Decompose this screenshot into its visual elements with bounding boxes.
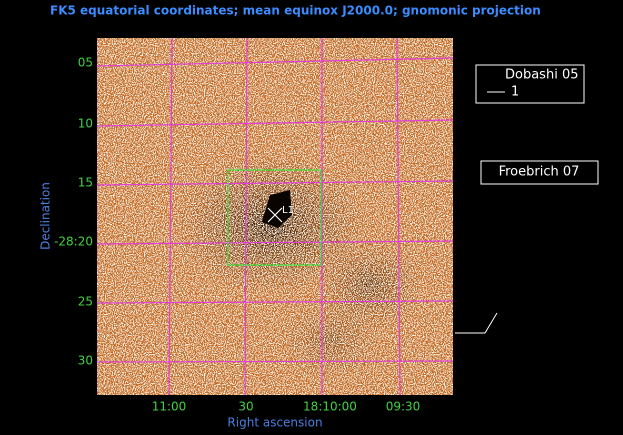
legend-frame <box>480 160 599 185</box>
y-label: 10 <box>78 117 93 131</box>
y-label: 15 <box>78 176 93 190</box>
x-label: 18:10:00 <box>303 400 357 414</box>
legend-box[interactable]: Froebrich 07 <box>480 160 599 185</box>
x-labels: 11:00 30 18:10:00 09:30 <box>152 400 421 414</box>
legend-item: 1 <box>511 85 519 100</box>
source-label: L1 <box>282 205 294 216</box>
y-axis-title: Declination <box>39 182 53 250</box>
y-label: 05 <box>78 56 93 70</box>
x-label: 30 <box>238 400 253 414</box>
y-label: 30 <box>78 354 93 368</box>
y-label: -28:20 <box>54 235 93 249</box>
x-axis-title: Right ascension <box>227 416 322 430</box>
legend-box[interactable]: Dobashi 05 1 <box>475 64 585 104</box>
legend-frame <box>475 64 585 104</box>
y-label: 25 <box>78 295 93 309</box>
x-label: 09:30 <box>386 400 421 414</box>
legend-name: Dobashi 05 <box>505 68 578 83</box>
core <box>262 190 292 228</box>
x-label: 11:00 <box>152 400 187 414</box>
source-marker[interactable] <box>267 207 283 223</box>
y-labels: 05 10 15 -28:20 25 30 <box>54 56 93 368</box>
region-box[interactable] <box>227 169 322 266</box>
title: FK5 equatorial coordinates; mean equinox… <box>50 4 541 18</box>
grid <box>96 37 454 396</box>
pointer-line <box>455 312 498 334</box>
legend-name: Froebrich 07 <box>499 165 580 180</box>
image <box>97 38 453 395</box>
